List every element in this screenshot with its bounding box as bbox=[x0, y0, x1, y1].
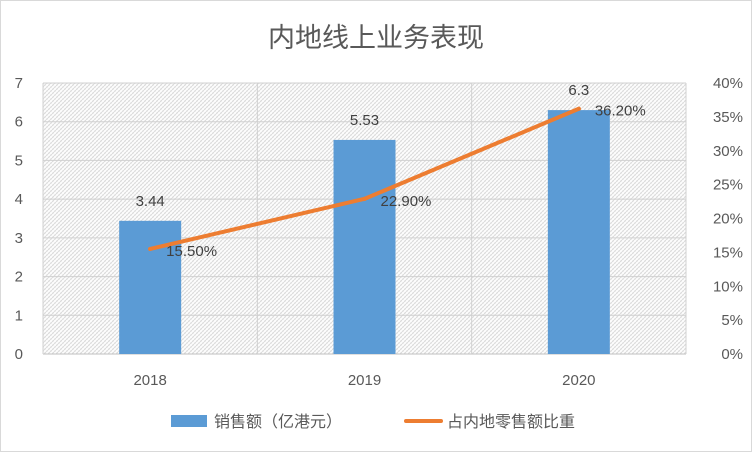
bar-data-label: 3.44 bbox=[136, 193, 165, 210]
left-axis-ticks: 0 1 2 3 4 5 6 7 bbox=[15, 75, 23, 363]
right-tick-label: 25% bbox=[713, 177, 743, 194]
line-segment bbox=[148, 196, 367, 251]
right-tick-label: 10% bbox=[713, 278, 743, 295]
line-data-label: 22.90% bbox=[381, 193, 432, 210]
right-tick-label: 30% bbox=[713, 143, 743, 160]
line-point bbox=[576, 106, 581, 111]
right-tick-label: 20% bbox=[713, 211, 743, 228]
line-segment bbox=[362, 106, 581, 201]
chart-title: 内地线上业务表现 bbox=[268, 23, 484, 53]
bar-data-label: 6.3 bbox=[568, 82, 589, 99]
right-tick-label: 35% bbox=[713, 109, 743, 126]
right-tick-label: 40% bbox=[713, 75, 743, 92]
legend-label-line: 占内地零售额比重 bbox=[447, 413, 575, 431]
line-data-label: 36.20% bbox=[595, 103, 646, 120]
bar-series: 3.44 5.53 6.3 bbox=[119, 82, 610, 354]
right-axis-ticks: 0% 5% 10% 15% 20% 25% 30% 35% 40% bbox=[713, 75, 743, 363]
x-tick-label: 2020 bbox=[562, 372, 595, 389]
left-tick-label: 2 bbox=[15, 269, 23, 286]
line-series: 15.50% 22.90% 36.20% bbox=[148, 103, 646, 260]
legend-swatch-bar bbox=[171, 415, 207, 427]
bar bbox=[547, 110, 610, 354]
right-tick-label: 0% bbox=[721, 346, 743, 363]
x-axis-ticks: 2018 2019 2020 bbox=[133, 372, 595, 389]
bar bbox=[119, 220, 182, 354]
left-tick-label: 6 bbox=[15, 114, 23, 131]
left-tick-label: 4 bbox=[15, 191, 23, 208]
x-tick-label: 2019 bbox=[348, 372, 381, 389]
line-point bbox=[148, 246, 153, 251]
line-point bbox=[362, 196, 367, 201]
right-tick-label: 5% bbox=[721, 312, 743, 329]
x-tick-label: 2018 bbox=[133, 372, 166, 389]
left-tick-label: 0 bbox=[15, 346, 23, 363]
line-data-label: 15.50% bbox=[166, 243, 217, 260]
legend-label-bar: 销售额（亿港元） bbox=[214, 413, 342, 431]
bar-data-label: 5.53 bbox=[350, 112, 379, 129]
left-tick-label: 7 bbox=[15, 75, 23, 92]
legend: 销售额（亿港元） 占内地零售额比重 bbox=[171, 413, 575, 431]
bar bbox=[333, 139, 396, 354]
left-tick-label: 5 bbox=[15, 152, 23, 169]
right-tick-label: 15% bbox=[713, 244, 743, 261]
left-tick-label: 1 bbox=[15, 307, 23, 324]
left-tick-label: 3 bbox=[15, 230, 23, 247]
